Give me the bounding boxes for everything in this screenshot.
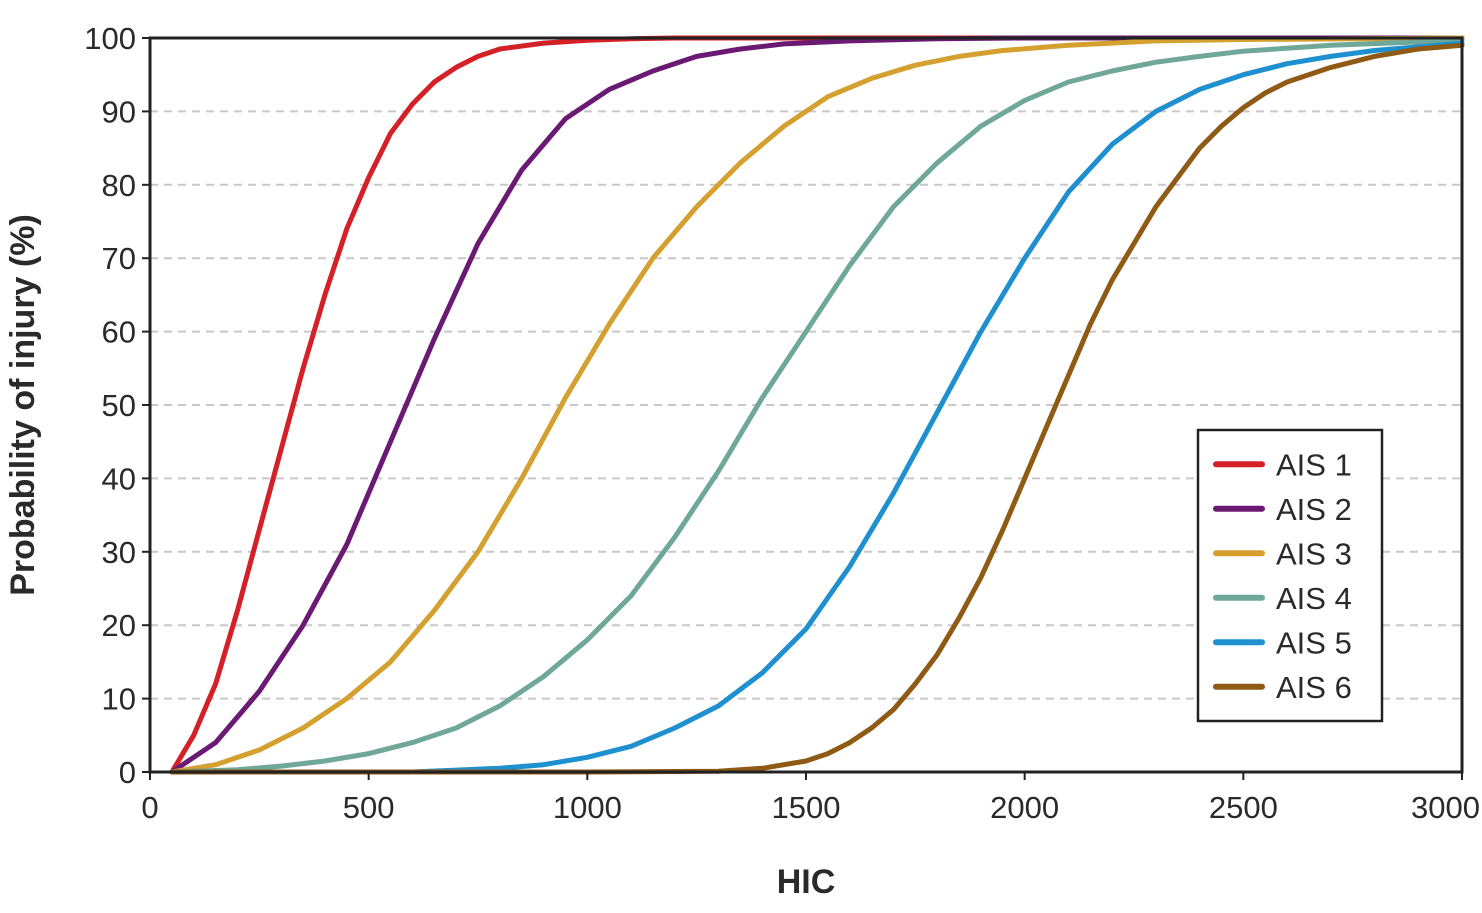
y-tick-label: 60	[102, 315, 136, 350]
y-tick-label: 10	[102, 682, 136, 717]
legend-label-ais-2: AIS 2	[1276, 492, 1352, 527]
legend-label-ais-1: AIS 1	[1276, 447, 1352, 482]
x-axis-title: HIC	[777, 863, 836, 901]
y-tick-label: 70	[102, 241, 136, 276]
x-tick-label: 2000	[990, 790, 1059, 825]
x-tick-label: 2500	[1209, 790, 1278, 825]
y-axis-ticks: 0 10 20 30 40 50 60 70 80 90 100	[84, 21, 150, 790]
y-tick-label: 90	[102, 94, 136, 129]
x-tick-label: 1500	[772, 790, 841, 825]
legend: AIS 1 AIS 2 AIS 3 AIS 4 AIS 5 AIS 6	[1198, 430, 1382, 721]
legend-label-ais-4: AIS 4	[1276, 581, 1352, 616]
x-tick-label: 500	[343, 790, 395, 825]
legend-label-ais-3: AIS 3	[1276, 536, 1352, 571]
x-tick-label: 3000	[1411, 790, 1480, 825]
x-tick-label: 1000	[553, 790, 622, 825]
y-axis-title: Probability of injury (%)	[4, 214, 42, 596]
y-tick-label: 80	[102, 168, 136, 203]
y-tick-label: 40	[102, 461, 136, 496]
y-tick-label: 100	[84, 21, 136, 56]
x-tick-label: 0	[141, 790, 158, 825]
legend-label-ais-6: AIS 6	[1276, 670, 1352, 705]
legend-label-ais-5: AIS 5	[1276, 625, 1352, 660]
x-axis-ticks: 0 500 1000 1500 2000 2500 3000	[141, 772, 1480, 825]
y-tick-label: 30	[102, 535, 136, 570]
y-tick-label: 0	[119, 755, 136, 790]
y-tick-label: 50	[102, 388, 136, 423]
y-tick-label: 20	[102, 608, 136, 643]
